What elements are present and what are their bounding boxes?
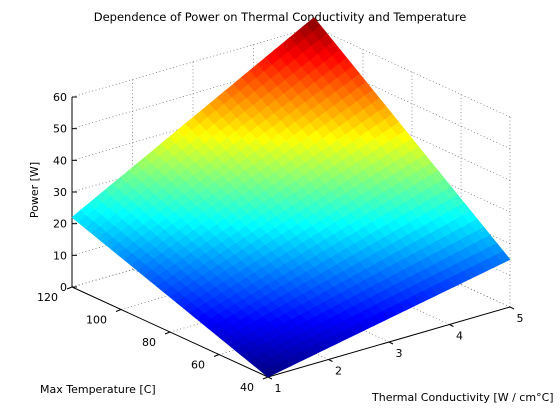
- x-tick-label: 2: [335, 365, 342, 378]
- y-tick-mark: [262, 376, 269, 380]
- x-tick-label: 3: [396, 347, 403, 360]
- z-tick-label: 20: [53, 218, 67, 231]
- z-tick-label: 50: [53, 123, 67, 136]
- y-axis-label: Max Temperature [C]: [40, 383, 156, 396]
- y-tick-mark: [213, 354, 220, 357]
- x-tick-label: 1: [275, 382, 282, 395]
- z-tick-label: 60: [53, 91, 67, 104]
- y-tick-label: 40: [240, 381, 254, 394]
- side-wall-grid-z: [313, 26, 511, 118]
- x-tick-label: 5: [517, 312, 524, 325]
- side-wall-grid-z: [313, 216, 511, 308]
- y-tick-label: 80: [142, 336, 156, 349]
- x-tick-label: 4: [456, 330, 463, 343]
- y-tick-mark: [164, 331, 171, 335]
- y-tick-mark: [66, 286, 73, 290]
- z-tick-label: 40: [53, 154, 67, 167]
- x-tick-mark: [509, 306, 515, 310]
- side-wall-grid-z: [313, 58, 511, 149]
- chart-title: Dependence of Power on Thermal Conductiv…: [94, 10, 467, 24]
- axes: [66, 96, 515, 380]
- z-tick-label: 10: [53, 249, 67, 262]
- x-axis-label: Thermal Conductivity [W / cm°C]: [371, 391, 554, 404]
- y-tick-label: 120: [37, 291, 58, 304]
- floor-grid-x: [253, 234, 450, 325]
- surface-patch: [260, 367, 277, 378]
- y-tick-mark: [115, 309, 122, 312]
- x-tick-mark: [388, 341, 394, 345]
- side-wall-grid-z: [313, 90, 511, 181]
- x-tick-mark: [449, 324, 454, 327]
- surface: [71, 17, 511, 378]
- z-axis-label: Power [W]: [28, 162, 41, 218]
- y-tick-label: 60: [191, 359, 205, 372]
- x-tick-mark: [267, 376, 273, 380]
- z-tick-label: 0: [60, 281, 67, 294]
- x-tick-mark: [328, 359, 333, 362]
- y-tick-label: 100: [86, 314, 107, 327]
- z-tick-label: 30: [53, 186, 67, 199]
- side-wall-grid-z: [313, 121, 511, 213]
